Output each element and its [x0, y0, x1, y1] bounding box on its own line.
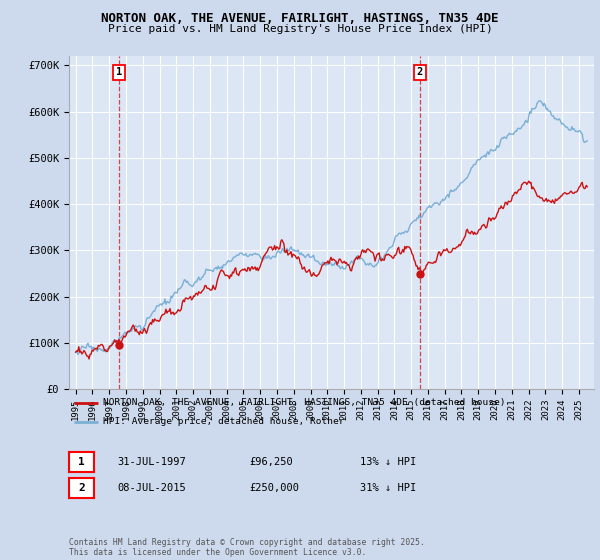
Text: Price paid vs. HM Land Registry's House Price Index (HPI): Price paid vs. HM Land Registry's House … — [107, 24, 493, 34]
Text: 08-JUL-2015: 08-JUL-2015 — [117, 483, 186, 493]
Text: HPI: Average price, detached house, Rother: HPI: Average price, detached house, Roth… — [103, 417, 344, 426]
Text: 13% ↓ HPI: 13% ↓ HPI — [360, 457, 416, 467]
Text: NORTON OAK, THE AVENUE, FAIRLIGHT, HASTINGS, TN35 4DE (detached house): NORTON OAK, THE AVENUE, FAIRLIGHT, HASTI… — [103, 398, 506, 407]
Text: £96,250: £96,250 — [249, 457, 293, 467]
Text: 2: 2 — [78, 483, 85, 493]
Text: 1: 1 — [116, 67, 122, 77]
Text: 1: 1 — [78, 457, 85, 467]
Text: 2: 2 — [417, 67, 423, 77]
Text: £250,000: £250,000 — [249, 483, 299, 493]
Text: 31-JUL-1997: 31-JUL-1997 — [117, 457, 186, 467]
Text: NORTON OAK, THE AVENUE, FAIRLIGHT, HASTINGS, TN35 4DE: NORTON OAK, THE AVENUE, FAIRLIGHT, HASTI… — [101, 12, 499, 25]
Text: 31% ↓ HPI: 31% ↓ HPI — [360, 483, 416, 493]
Text: Contains HM Land Registry data © Crown copyright and database right 2025.
This d: Contains HM Land Registry data © Crown c… — [69, 538, 425, 557]
